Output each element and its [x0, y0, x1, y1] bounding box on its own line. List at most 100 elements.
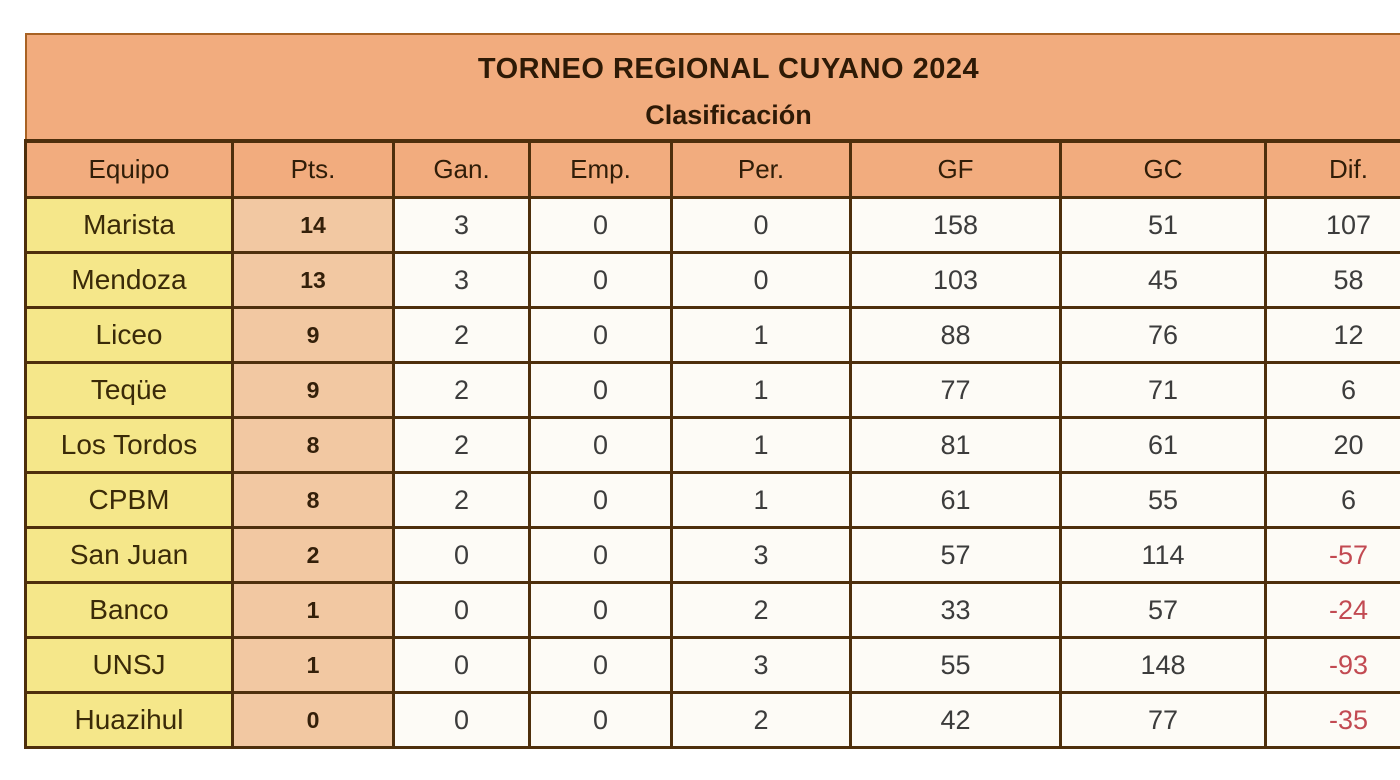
per-cell: 2 — [670, 691, 852, 749]
gan-cell: 3 — [392, 251, 531, 309]
dif-cell: -93 — [1263, 636, 1400, 694]
emp-cell: 0 — [528, 251, 673, 309]
gc-cell: 76 — [1059, 306, 1267, 364]
gan-cell: 2 — [392, 306, 531, 364]
table-row: CPBM 8 2 0 1 61 55 6 — [24, 471, 1400, 529]
points-cell: 1 — [231, 581, 395, 639]
column-header-equipo: Equipo — [24, 139, 234, 199]
gan-cell: 2 — [392, 361, 531, 419]
points-cell: 13 — [231, 251, 395, 309]
team-cell: Huazihul — [24, 691, 234, 749]
gc-cell: 61 — [1059, 416, 1267, 474]
emp-cell: 0 — [528, 196, 673, 254]
table-row: San Juan 2 0 0 3 57 114 -57 — [24, 526, 1400, 584]
emp-cell: 0 — [528, 636, 673, 694]
per-cell: 1 — [670, 306, 852, 364]
table-title: TORNEO REGIONAL CUYANO 2024 — [477, 53, 980, 85]
column-header-emp: Emp. — [528, 139, 673, 199]
column-header-gf: GF — [849, 139, 1062, 199]
table-row: Banco 1 0 0 2 33 57 -24 — [24, 581, 1400, 639]
team-cell: UNSJ — [24, 636, 234, 694]
title-band: TORNEO REGIONAL CUYANO 2024 Clasificació… — [25, 34, 1400, 143]
team-cell: San Juan — [24, 526, 234, 584]
table-row: Teqüe 9 2 0 1 77 71 6 — [24, 361, 1400, 419]
column-header-gc: GC — [1059, 139, 1267, 199]
gc-cell: 71 — [1059, 361, 1267, 419]
gan-cell: 2 — [392, 471, 531, 529]
table-subtitle: Clasificación — [645, 100, 812, 130]
gf-cell: 42 — [849, 691, 1062, 749]
dif-cell: 6 — [1263, 471, 1400, 529]
table-row: Liceo 9 2 0 1 88 76 12 — [24, 306, 1400, 364]
gan-cell: 0 — [392, 581, 531, 639]
emp-cell: 0 — [528, 471, 673, 529]
gf-cell: 81 — [849, 416, 1062, 474]
team-cell: Teqüe — [24, 361, 234, 419]
per-cell: 1 — [670, 361, 852, 419]
dif-cell: -57 — [1263, 526, 1400, 584]
emp-cell: 0 — [528, 306, 673, 364]
per-cell: 1 — [670, 471, 852, 529]
table-row: Huazihul 0 0 0 2 42 77 -35 — [24, 691, 1400, 749]
table-row: Marista 14 3 0 0 158 51 107 — [24, 196, 1400, 254]
points-cell: 8 — [231, 471, 395, 529]
team-cell: CPBM — [24, 471, 234, 529]
per-cell: 1 — [670, 416, 852, 474]
emp-cell: 0 — [528, 581, 673, 639]
column-header-row: Equipo Pts. Gan. Emp. Per. GF GC Dif. — [24, 139, 1400, 199]
standings-grid: TORNEO REGIONAL CUYANO 2024 Clasificació… — [24, 33, 1400, 749]
gc-cell: 45 — [1059, 251, 1267, 309]
per-cell: 2 — [670, 581, 852, 639]
team-cell: Marista — [24, 196, 234, 254]
team-cell: Los Tordos — [24, 416, 234, 474]
points-cell: 14 — [231, 196, 395, 254]
emp-cell: 0 — [528, 526, 673, 584]
team-cell: Liceo — [24, 306, 234, 364]
gf-cell: 77 — [849, 361, 1062, 419]
dif-cell: 12 — [1263, 306, 1400, 364]
points-cell: 1 — [231, 636, 395, 694]
gf-cell: 103 — [849, 251, 1062, 309]
emp-cell: 0 — [528, 691, 673, 749]
gf-cell: 57 — [849, 526, 1062, 584]
column-header-per: Per. — [670, 139, 852, 199]
gan-cell: 0 — [392, 526, 531, 584]
per-cell: 0 — [670, 196, 852, 254]
gan-cell: 0 — [392, 691, 531, 749]
per-cell: 3 — [670, 526, 852, 584]
gf-cell: 158 — [849, 196, 1062, 254]
points-cell: 9 — [231, 361, 395, 419]
gf-cell: 33 — [849, 581, 1062, 639]
per-cell: 0 — [670, 251, 852, 309]
emp-cell: 0 — [528, 361, 673, 419]
gc-cell: 114 — [1059, 526, 1267, 584]
dif-cell: 6 — [1263, 361, 1400, 419]
dif-cell: -35 — [1263, 691, 1400, 749]
per-cell: 3 — [670, 636, 852, 694]
dif-cell: 20 — [1263, 416, 1400, 474]
gc-cell: 55 — [1059, 471, 1267, 529]
table-row: UNSJ 1 0 0 3 55 148 -93 — [24, 636, 1400, 694]
table-row: Los Tordos 8 2 0 1 81 61 20 — [24, 416, 1400, 474]
gc-cell: 148 — [1059, 636, 1267, 694]
points-cell: 2 — [231, 526, 395, 584]
gc-cell: 77 — [1059, 691, 1267, 749]
column-header-gan: Gan. — [392, 139, 531, 199]
gf-cell: 61 — [849, 471, 1062, 529]
gc-cell: 57 — [1059, 581, 1267, 639]
dif-cell: 107 — [1263, 196, 1400, 254]
column-header-dif: Dif. — [1263, 139, 1400, 199]
dif-cell: -24 — [1263, 581, 1400, 639]
team-cell: Mendoza — [24, 251, 234, 309]
gf-cell: 88 — [849, 306, 1062, 364]
column-header-pts: Pts. — [231, 139, 395, 199]
gan-cell: 2 — [392, 416, 531, 474]
points-cell: 0 — [231, 691, 395, 749]
gc-cell: 51 — [1059, 196, 1267, 254]
standings-table: TORNEO REGIONAL CUYANO 2024 Clasificació… — [24, 33, 1400, 749]
gan-cell: 0 — [392, 636, 531, 694]
points-cell: 9 — [231, 306, 395, 364]
team-cell: Banco — [24, 581, 234, 639]
dif-cell: 58 — [1263, 251, 1400, 309]
points-cell: 8 — [231, 416, 395, 474]
